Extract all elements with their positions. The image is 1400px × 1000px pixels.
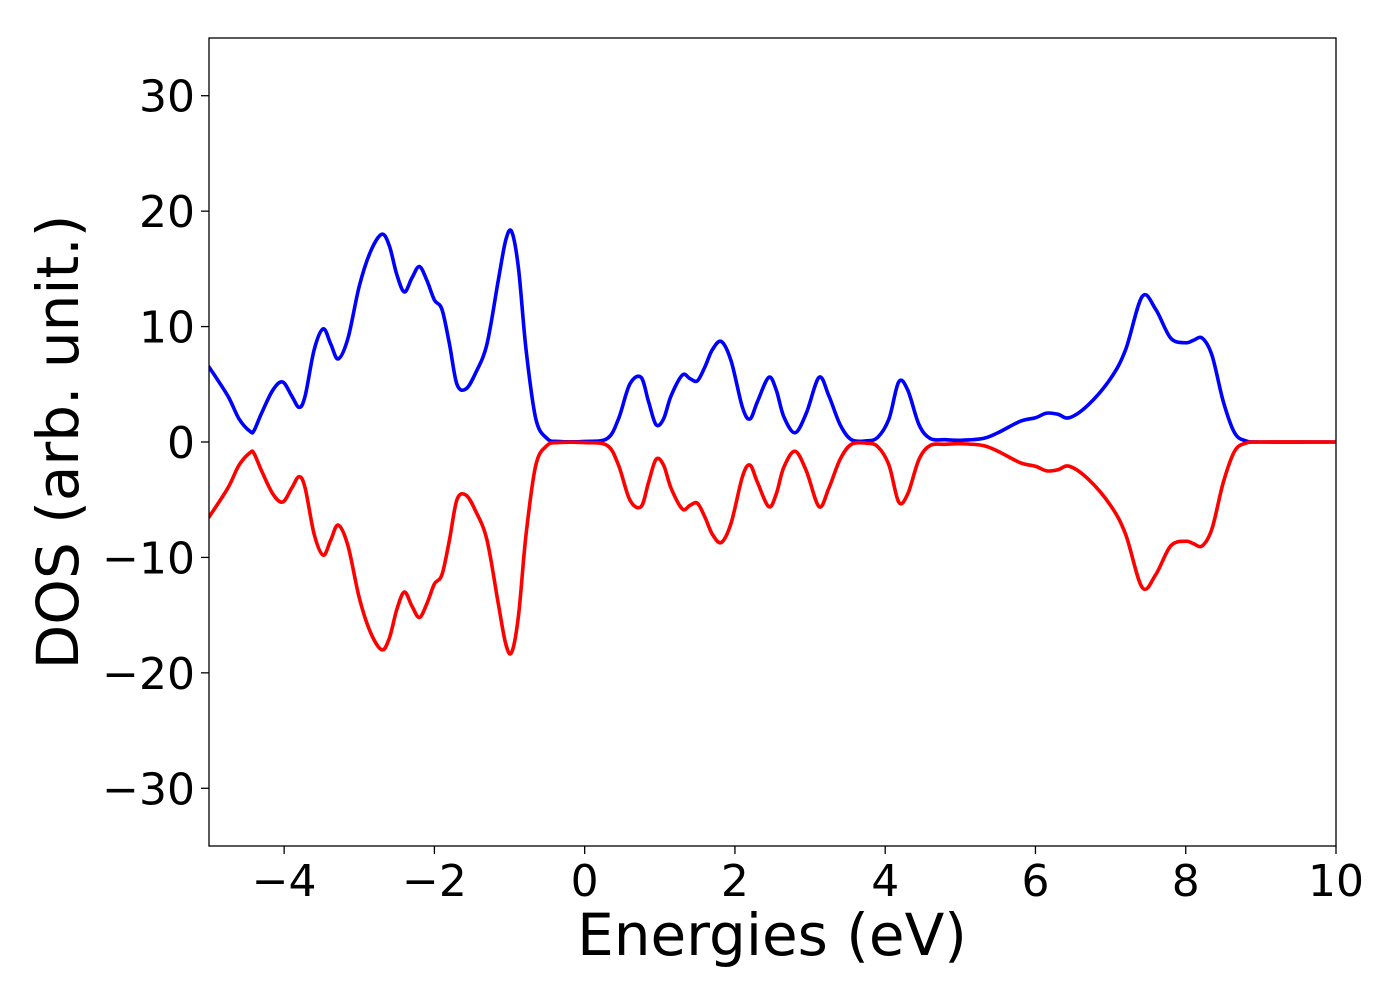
x-tick-label: −4 xyxy=(252,856,317,907)
y-tick-label: 30 xyxy=(139,72,195,123)
y-axis-label: DOS (arb. unit.) xyxy=(24,215,92,670)
y-tick-label: −30 xyxy=(102,764,195,815)
series-line-2 xyxy=(209,440,1336,656)
y-axis-ticks: 30 20 10 0 −10 −20 −30 xyxy=(102,72,209,815)
x-tick-label: 4 xyxy=(871,856,899,907)
y-tick-label: 20 xyxy=(139,187,195,238)
series-layer xyxy=(209,228,1336,656)
y-tick-label: −10 xyxy=(102,533,195,584)
x-tick-label: 8 xyxy=(1172,856,1200,907)
y-tick-label: 0 xyxy=(167,418,195,469)
x-tick-label: −2 xyxy=(402,856,467,907)
y-tick-label: 10 xyxy=(139,303,195,354)
x-tick-label: 2 xyxy=(721,856,749,907)
series-line-1 xyxy=(209,228,1336,444)
x-tick-label: 0 xyxy=(571,856,599,907)
x-tick-label: 6 xyxy=(1021,856,1049,907)
x-axis-ticks: −4 −2 0 2 4 6 8 10 xyxy=(252,846,1364,907)
plot-frame xyxy=(208,37,1337,847)
y-tick-label: −20 xyxy=(102,649,195,700)
x-axis-label: Energies (eV) xyxy=(577,901,967,969)
x-tick-label: 10 xyxy=(1308,856,1364,907)
